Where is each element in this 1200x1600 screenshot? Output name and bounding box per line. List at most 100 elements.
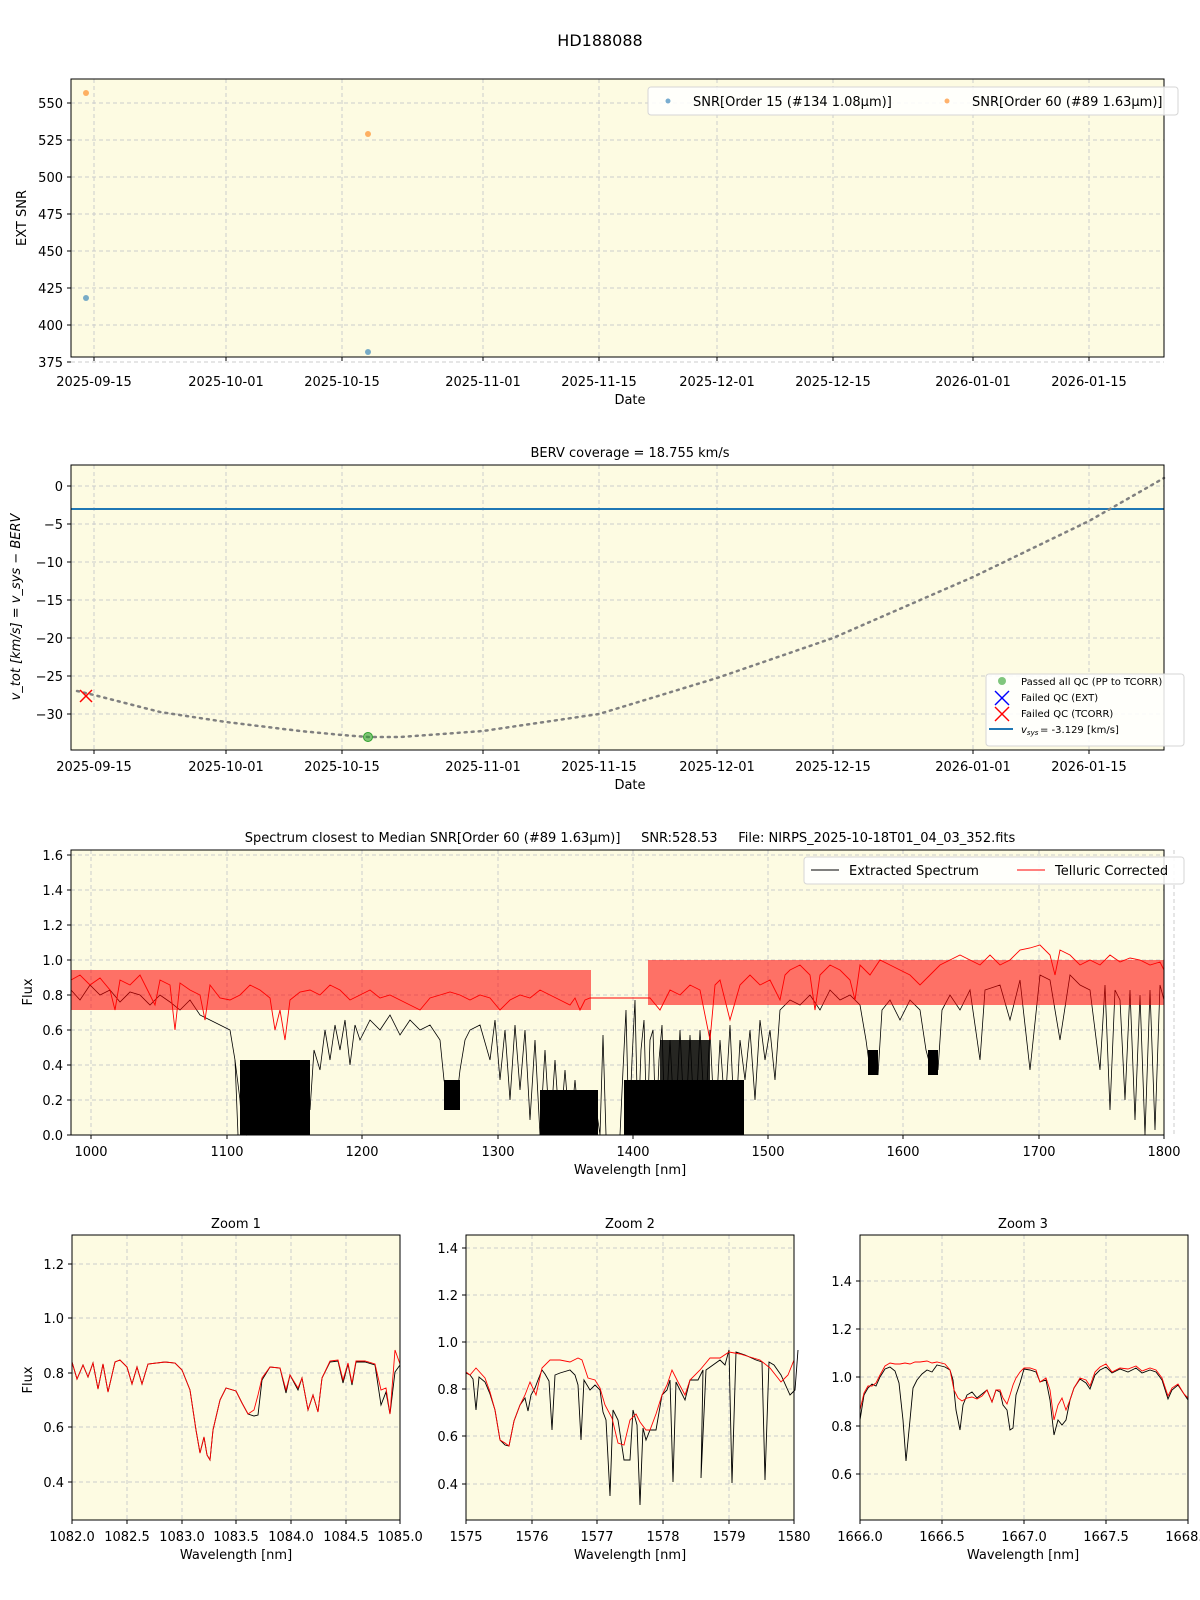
snr-order60-point[interactable] (365, 131, 371, 137)
y-tick-label: 1.4 (437, 1242, 458, 1257)
y-tick-label: 1.0 (831, 1371, 852, 1386)
berv-plot-area (71, 465, 1164, 750)
y-tick-label: 0.6 (43, 1421, 64, 1436)
legend-label: Telluric Corrected (1054, 864, 1168, 879)
legend-passed-qc-icon (998, 677, 1006, 685)
x-tick-label: 1666.0 (837, 1530, 883, 1545)
zoom1-y-ticks: 0.4 0.6 0.8 1.0 1.2 (43, 1258, 72, 1491)
zoom2-plot-area (466, 1235, 794, 1520)
legend-marker-order60 (944, 98, 950, 104)
zoom1-x-axis-label: Wavelength [nm] (180, 1548, 292, 1563)
y-tick-label: 0.8 (43, 1367, 64, 1382)
berv-legend: Passed all QC (PP to TCORR) Failed QC (E… (985, 673, 1185, 747)
spectrum-legend: Extracted Spectrum Telluric Corrected (803, 856, 1185, 885)
legend-label: = -3.129 [km/s] (1040, 725, 1119, 736)
zoom1-title: Zoom 1 (211, 1217, 261, 1232)
x-tick-label: 1600 (886, 1145, 919, 1160)
y-tick-label: 0.6 (831, 1468, 852, 1483)
x-tick-label: 2025-12-15 (795, 760, 871, 775)
failed-tcorr-marker[interactable] (79, 689, 93, 703)
x-tick-label: 2026-01-01 (935, 375, 1011, 390)
x-tick-label: 1667.0 (1001, 1530, 1047, 1545)
snr-points (83, 90, 371, 355)
snr-y-axis-label: EXT SNR (15, 190, 30, 246)
zoom2-grid (466, 1235, 794, 1520)
zoom1-panel: Zoom 1 0.4 0.6 0.8 1.0 1.2 1082.0 1082.5… (21, 1217, 423, 1563)
x-tick-label: 1578 (646, 1530, 679, 1545)
zoom3-panel: Zoom 3 0.6 0.8 1.0 1.2 1.4 1666.0 1666.5… (831, 1217, 1200, 1563)
zoom3-extracted-line (859, 1364, 1189, 1462)
zoom1-telluric-line (71, 1349, 401, 1462)
zoom1-x-ticks: 1082.0 1082.5 1083.0 1083.5 1084.0 1084.… (49, 1520, 423, 1545)
spectrum-axes-frame (70, 849, 1165, 1136)
x-tick-label: 1576 (515, 1530, 548, 1545)
x-tick-label: 1200 (345, 1145, 378, 1160)
x-tick-label: 1085.0 (377, 1530, 423, 1545)
y-tick-label: 475 (38, 208, 63, 223)
legend-marker-order15 (665, 98, 671, 104)
telluric-corrected-band (71, 970, 591, 1010)
zoom3-title: Zoom 3 (998, 1217, 1048, 1232)
x-tick-label: 2025-11-01 (445, 375, 521, 390)
y-tick-label: 375 (38, 356, 63, 371)
y-tick-label: 0.2 (42, 1094, 63, 1109)
y-tick-label: 0.6 (437, 1430, 458, 1445)
x-tick-label: 2026-01-15 (1051, 760, 1127, 775)
snr-plot-area (71, 79, 1164, 357)
x-tick-label: 1082.5 (104, 1530, 150, 1545)
y-tick-label: −30 (36, 708, 63, 723)
passed-qc-point[interactable] (363, 732, 373, 742)
snr-axes-frame (70, 78, 1165, 358)
snr-y-ticks: 375 400 425 450 475 500 525 550 (38, 97, 71, 371)
x-tick-label: 1575 (449, 1530, 482, 1545)
berv-title: BERV coverage = 18.755 km/s (531, 446, 730, 461)
y-tick-label: 400 (38, 319, 63, 334)
x-tick-label: 1082.0 (49, 1530, 95, 1545)
zoom3-telluric-line (859, 1360, 1189, 1421)
legend-box (985, 673, 1185, 747)
absorption-band-1370 (540, 1090, 598, 1135)
y-tick-label: 0.4 (43, 1476, 64, 1491)
y-tick-label: 425 (38, 282, 63, 297)
x-tick-label: 2025-11-15 (561, 760, 637, 775)
legend-label: Extracted Spectrum (849, 864, 979, 879)
snr-order60-point[interactable] (83, 90, 89, 96)
spectrum-title: Spectrum closest to Median SNR[Order 60 … (245, 831, 1016, 846)
x-tick-label: 1100 (210, 1145, 243, 1160)
x-tick-label: 1666.5 (919, 1530, 965, 1545)
zoom2-title: Zoom 2 (605, 1217, 655, 1232)
x-tick-label: 1084.0 (268, 1530, 314, 1545)
berv-x-axis-label: Date (614, 778, 645, 793)
x-tick-label: 1300 (481, 1145, 514, 1160)
snr-grid (71, 79, 1164, 363)
y-tick-label: −15 (36, 594, 63, 609)
x-tick-label: 1084.5 (323, 1530, 369, 1545)
y-tick-label: 0.8 (437, 1383, 458, 1398)
spectrum-x-axis-label: Wavelength [nm] (574, 1163, 686, 1178)
x-tick-label: 1579 (712, 1530, 745, 1545)
snr-x-axis-label: Date (614, 393, 645, 408)
x-tick-label: 2025-10-01 (188, 760, 264, 775)
y-tick-label: −10 (36, 556, 63, 571)
x-tick-label: 2026-01-15 (1051, 375, 1127, 390)
x-tick-label: 2025-12-01 (679, 760, 755, 775)
berv-y-axis-label: v_tot [km/s] = v_sys − BERV (9, 513, 24, 701)
y-tick-label: 0.6 (42, 1024, 63, 1039)
legend-label: Failed QC (TCORR) (1021, 709, 1113, 720)
x-tick-label: 2025-10-15 (304, 760, 380, 775)
berv-grid (71, 465, 1164, 750)
snr-panel: 375 400 425 450 475 500 525 550 2025-09-… (15, 78, 1179, 408)
y-tick-label: 0.8 (42, 989, 63, 1004)
snr-order15-point[interactable] (83, 295, 89, 301)
y-tick-label: 1.4 (42, 884, 63, 899)
y-tick-label: 550 (38, 97, 63, 112)
snr-order15-point[interactable] (365, 349, 371, 355)
spectrum-x-ticks: 1000 1100 1200 1300 1400 1500 1600 1700 … (74, 1135, 1181, 1160)
y-tick-label: 1.6 (42, 849, 63, 864)
zoom2-telluric-line (465, 1351, 795, 1447)
y-tick-label: 1.2 (437, 1289, 458, 1304)
spectrum-y-ticks: 0.0 0.2 0.4 0.6 0.8 1.0 1.2 1.4 1.6 (42, 849, 71, 1144)
x-tick-label: 2025-11-15 (561, 375, 637, 390)
x-tick-label: 1083.0 (159, 1530, 205, 1545)
